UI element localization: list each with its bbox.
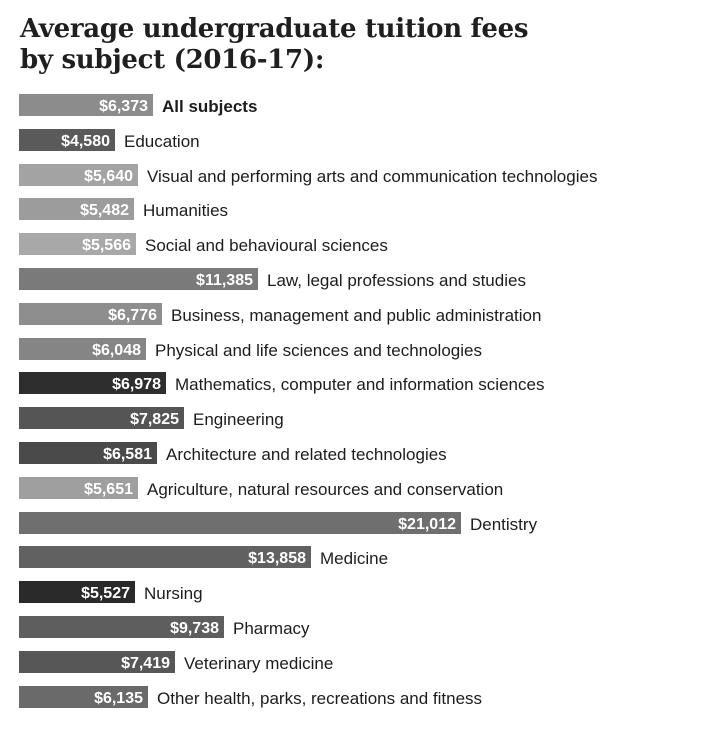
category-label-visual-and-performing-arts-and-communication-technologies: Visual and performing arts and communica… — [147, 167, 597, 186]
value-label-business-management-and-public-administration: $6,776 — [108, 307, 157, 324]
category-label-physical-and-life-sciences-and-technologies: Physical and life sciences and technolog… — [155, 341, 482, 360]
value-label-humanities: $5,482 — [80, 202, 129, 219]
value-label-agriculture-natural-resources-and-conservation: $5,651 — [84, 481, 133, 498]
category-label-veterinary-medicine: Veterinary medicine — [184, 654, 333, 673]
bar-business-management-and-public-administration — [19, 303, 162, 325]
category-label-education: Education — [124, 132, 200, 151]
category-label-dentistry: Dentistry — [470, 515, 538, 534]
bar-architecture-and-related-technologies — [19, 442, 157, 464]
value-label-other-health-parks-recreations-and-fitness: $6,135 — [94, 690, 143, 707]
bar-agriculture-natural-resources-and-conservation — [19, 477, 138, 499]
bar-mathematics-computer-and-information-sciences — [19, 372, 166, 394]
value-label-education: $4,580 — [61, 133, 110, 150]
value-label-physical-and-life-sciences-and-technologies: $6,048 — [92, 342, 141, 359]
bar-pharmacy — [19, 616, 224, 638]
category-label-agriculture-natural-resources-and-conservation: Agriculture, natural resources and conse… — [147, 480, 503, 499]
bar-social-and-behavioural-sciences — [19, 233, 136, 255]
bar-visual-and-performing-arts-and-communication-technologies — [19, 164, 138, 186]
bar-dentistry — [19, 512, 461, 534]
chart-title-line-2: by subject (2016-17): — [20, 45, 325, 75]
category-label-other-health-parks-recreations-and-fitness: Other health, parks, recreations and fit… — [157, 689, 482, 708]
category-label-social-and-behavioural-sciences: Social and behavioural sciences — [145, 236, 388, 255]
value-label-dentistry: $21,012 — [398, 516, 456, 533]
category-label-humanities: Humanities — [143, 201, 228, 220]
value-label-mathematics-computer-and-information-sciences: $6,978 — [112, 376, 161, 393]
bar-other-health-parks-recreations-and-fitness — [19, 686, 148, 708]
value-label-nursing: $5,527 — [81, 585, 130, 602]
chart-title: Average undergraduate tuition fees by su… — [20, 14, 529, 76]
value-label-all-subjects: $6,373 — [99, 98, 148, 115]
bar-medicine — [19, 546, 311, 568]
bar-law-legal-professions-and-studies — [19, 268, 258, 290]
value-label-visual-and-performing-arts-and-communication-technologies: $5,640 — [84, 168, 133, 185]
bar-all-subjects — [19, 94, 153, 116]
category-label-law-legal-professions-and-studies: Law, legal professions and studies — [267, 271, 526, 290]
category-label-engineering: Engineering — [193, 410, 284, 429]
category-label-medicine: Medicine — [320, 549, 388, 568]
bar-veterinary-medicine — [19, 651, 175, 673]
value-label-engineering: $7,825 — [130, 411, 179, 428]
bar-physical-and-life-sciences-and-technologies — [19, 338, 146, 360]
bar-education — [19, 129, 115, 151]
bar-nursing — [19, 581, 135, 603]
value-label-law-legal-professions-and-studies: $11,385 — [196, 272, 253, 289]
category-label-all-subjects: All subjects — [162, 97, 257, 116]
category-label-pharmacy: Pharmacy — [233, 619, 310, 638]
bar-humanities — [19, 198, 134, 220]
value-label-social-and-behavioural-sciences: $5,566 — [82, 237, 131, 254]
category-label-business-management-and-public-administration: Business, management and public administ… — [171, 306, 541, 325]
value-label-veterinary-medicine: $7,419 — [121, 655, 170, 672]
chart-title-line-1: Average undergraduate tuition fees — [20, 14, 529, 44]
bar-engineering — [19, 407, 184, 429]
value-label-pharmacy: $9,738 — [170, 620, 219, 637]
category-label-mathematics-computer-and-information-sciences: Mathematics, computer and information sc… — [175, 375, 544, 394]
value-label-medicine: $13,858 — [248, 550, 306, 567]
value-label-architecture-and-related-technologies: $6,581 — [103, 446, 152, 463]
category-label-nursing: Nursing — [144, 584, 203, 603]
category-label-architecture-and-related-technologies: Architecture and related technologies — [166, 445, 447, 464]
